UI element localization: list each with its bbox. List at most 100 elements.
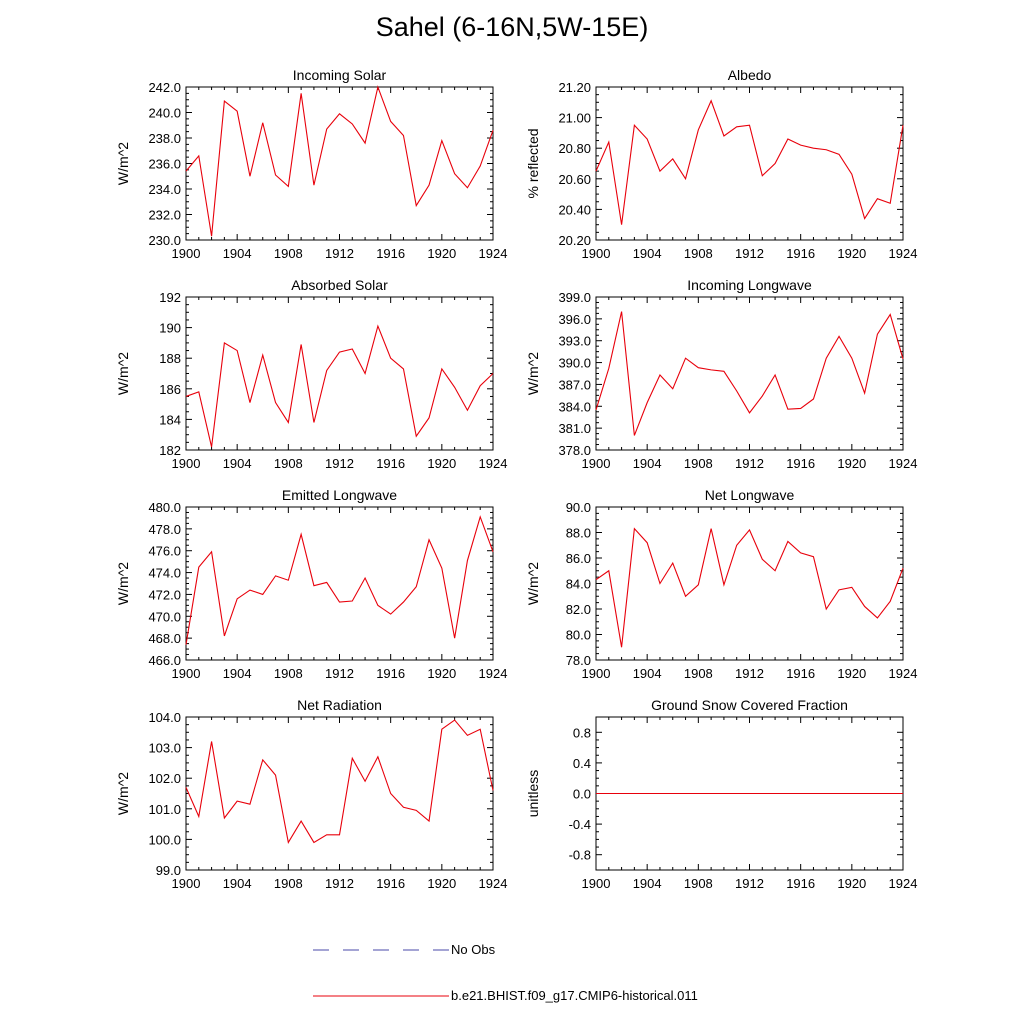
- panel-grid: Incoming Solar 1900 1904 1908 1912 1916 1920 19…: [115, 67, 918, 891]
- y-tick-label: 90.0: [566, 500, 591, 515]
- y-tick-label: 399.0: [558, 290, 591, 305]
- y-tick-label: 396.0: [558, 312, 591, 327]
- y-axis-label: W/m^2: [115, 352, 131, 395]
- x-tick-label: 1908: [274, 456, 303, 471]
- panel-title: Net Radiation: [297, 697, 382, 713]
- panel-title: Net Longwave: [705, 487, 795, 503]
- y-tick-label: 190: [159, 321, 181, 336]
- x-tick-label: 1916: [376, 876, 405, 891]
- panel-albedo: Albedo 1900 1904 1908 1912 1916 1920 1924 20.20 2…: [525, 67, 917, 261]
- y-tick-label: 240.0: [148, 106, 181, 121]
- x-tick-label: 1920: [837, 666, 866, 681]
- y-tick-label: 236.0: [148, 157, 181, 172]
- y-tick-label: 378.0: [558, 443, 591, 458]
- x-tick-label: 1912: [735, 246, 764, 261]
- panel-title: Absorbed Solar: [291, 277, 388, 293]
- y-axis-label: unitless: [525, 770, 541, 817]
- y-tick-label: 186: [159, 382, 181, 397]
- y-axis-label: W/m^2: [115, 142, 131, 185]
- legend: No Obs b.e21.BHIST.f09_g17.CMIP6-historic…: [313, 942, 698, 1003]
- y-tick-label: 230.0: [148, 233, 181, 248]
- y-tick-label: 82.0: [566, 602, 591, 617]
- x-tick-label: 1900: [582, 456, 611, 471]
- x-tick-label: 1920: [427, 246, 456, 261]
- y-tick-label: 468.0: [148, 631, 181, 646]
- panel-title: Emitted Longwave: [282, 487, 397, 503]
- x-tick-label: 1912: [325, 246, 354, 261]
- x-tick-label: 1924: [479, 666, 508, 681]
- series-line: [185, 324, 494, 448]
- y-axis-label: W/m^2: [525, 352, 541, 395]
- x-tick-label: 1916: [786, 456, 815, 471]
- series-line: [595, 99, 904, 225]
- y-tick-label: 20.20: [558, 233, 591, 248]
- y-tick-label: 20.60: [558, 172, 591, 187]
- y-tick-label: 232.0: [148, 208, 181, 223]
- figure-title: Sahel (6-16N,5W-15E): [375, 12, 649, 42]
- x-tick-label: 1920: [837, 456, 866, 471]
- x-tick-label: 1908: [684, 456, 713, 471]
- panel-title: Ground Snow Covered Fraction: [651, 697, 848, 713]
- y-tick-label: 466.0: [148, 653, 181, 668]
- panel-title: Incoming Longwave: [687, 277, 812, 293]
- panel-incoming-longwave: Incoming Longwave 1900 1904 1908 1912 1916 192…: [525, 277, 917, 471]
- x-tick-label: 1908: [274, 246, 303, 261]
- legend-obs-label: No Obs: [451, 942, 496, 957]
- y-tick-label: 86.0: [566, 551, 591, 566]
- x-tick-label: 1904: [633, 246, 662, 261]
- y-tick-label: 78.0: [566, 653, 591, 668]
- y-axis-label: W/m^2: [115, 772, 131, 815]
- series-line: [595, 311, 904, 436]
- panel-net-longwave: Net Longwave 1900 1904 1908 1912 1916 1920 1924…: [525, 487, 917, 681]
- series-line: [185, 85, 494, 237]
- x-tick-label: 1912: [735, 456, 764, 471]
- y-axis-label: W/m^2: [525, 562, 541, 605]
- y-tick-label: 184: [159, 412, 181, 427]
- x-tick-label: 1920: [427, 666, 456, 681]
- x-tick-label: 1924: [889, 666, 918, 681]
- x-tick-label: 1916: [376, 246, 405, 261]
- x-tick-label: 1912: [325, 666, 354, 681]
- x-tick-label: 1908: [684, 666, 713, 681]
- x-tick-label: 1916: [376, 456, 405, 471]
- x-tick-label: 1900: [582, 246, 611, 261]
- y-tick-label: 474.0: [148, 566, 181, 581]
- x-tick-label: 1904: [223, 876, 252, 891]
- x-tick-label: 1924: [479, 456, 508, 471]
- series-line: [185, 515, 494, 645]
- x-tick-label: 1900: [172, 456, 201, 471]
- y-tick-label: 478.0: [148, 522, 181, 537]
- x-tick-label: 1908: [274, 666, 303, 681]
- y-tick-label: 101.0: [148, 802, 181, 817]
- plot-frame: [185, 716, 494, 871]
- y-tick-label: -0.8: [569, 848, 591, 863]
- x-tick-label: 1904: [223, 666, 252, 681]
- y-tick-label: 104.0: [148, 710, 181, 725]
- y-tick-label: 234.0: [148, 182, 181, 197]
- x-tick-label: 1900: [582, 666, 611, 681]
- x-tick-label: 1908: [684, 876, 713, 891]
- y-tick-label: 88.0: [566, 526, 591, 541]
- y-tick-label: 476.0: [148, 544, 181, 559]
- x-tick-label: 1912: [735, 876, 764, 891]
- x-tick-label: 1920: [837, 246, 866, 261]
- y-tick-label: 390.0: [558, 356, 591, 371]
- y-tick-label: 472.0: [148, 587, 181, 602]
- y-tick-label: 21.00: [558, 111, 591, 126]
- x-tick-label: 1920: [427, 876, 456, 891]
- y-tick-label: 238.0: [148, 131, 181, 146]
- plot-frame: [185, 86, 494, 241]
- panel-emitted-longwave: Emitted Longwave 1900 1904 1908 1912 1916 1920…: [115, 487, 507, 681]
- x-tick-label: 1908: [274, 876, 303, 891]
- y-tick-label: 20.80: [558, 141, 591, 156]
- x-tick-label: 1924: [889, 876, 918, 891]
- x-tick-label: 1904: [223, 456, 252, 471]
- x-tick-label: 1924: [889, 456, 918, 471]
- y-tick-label: 99.0: [156, 863, 181, 878]
- y-tick-label: 102.0: [148, 771, 181, 786]
- series-line: [185, 719, 494, 844]
- y-tick-label: 103.0: [148, 741, 181, 756]
- x-tick-label: 1924: [479, 246, 508, 261]
- x-tick-label: 1900: [172, 246, 201, 261]
- x-tick-label: 1908: [684, 246, 713, 261]
